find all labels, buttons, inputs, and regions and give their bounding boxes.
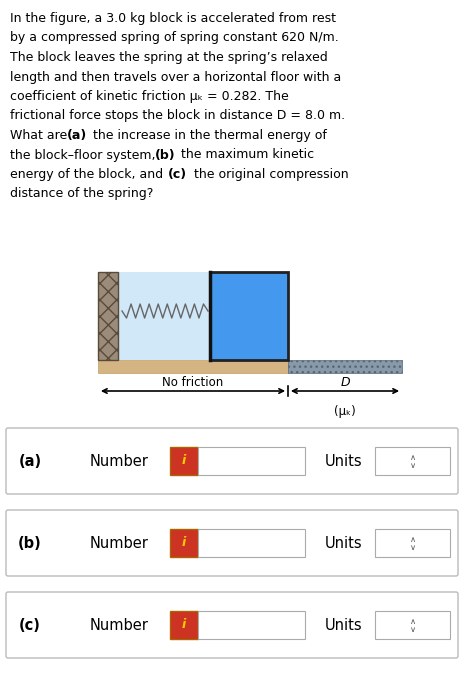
Bar	[198, 447, 305, 475]
Text: i: i	[182, 537, 186, 549]
Text: (c): (c)	[168, 168, 187, 181]
Bar	[375, 611, 450, 639]
Text: frictional force stops the block in distance D = 8.0 m.: frictional force stops the block in dist…	[10, 109, 345, 123]
Text: (b): (b)	[155, 148, 176, 162]
Text: the increase in the thermal energy of: the increase in the thermal energy of	[89, 129, 327, 142]
Text: ∨: ∨	[410, 460, 416, 470]
FancyBboxPatch shape	[6, 428, 458, 494]
Bar	[198, 611, 305, 639]
Text: ∧: ∧	[410, 617, 416, 627]
Text: ∨: ∨	[410, 625, 416, 634]
Bar	[170, 447, 198, 475]
Text: The block leaves the spring at the spring’s relaxed: The block leaves the spring at the sprin…	[10, 51, 328, 64]
Bar	[375, 447, 450, 475]
Text: the original compression: the original compression	[190, 168, 349, 181]
Text: Number: Number	[90, 454, 149, 468]
Text: the maximum kinetic: the maximum kinetic	[177, 148, 314, 162]
Bar	[118, 272, 210, 360]
Text: No friction: No friction	[163, 376, 224, 389]
Bar	[98, 360, 288, 373]
Text: by a compressed spring of spring constant 620 N/m.: by a compressed spring of spring constan…	[10, 32, 339, 44]
Text: Number: Number	[90, 536, 149, 551]
Text: i: i	[182, 619, 186, 632]
Text: Number: Number	[90, 617, 149, 632]
Text: length and then travels over a horizontal floor with a: length and then travels over a horizonta…	[10, 71, 341, 84]
Text: ∧: ∧	[410, 454, 416, 462]
Text: (a): (a)	[67, 129, 87, 142]
Text: i: i	[182, 454, 186, 468]
Bar	[98, 272, 118, 360]
Bar	[170, 611, 198, 639]
Text: (b): (b)	[18, 536, 42, 551]
Text: Units: Units	[325, 454, 362, 468]
Bar	[288, 360, 402, 373]
Text: (c): (c)	[19, 617, 41, 632]
FancyBboxPatch shape	[6, 592, 458, 658]
Text: distance of the spring?: distance of the spring?	[10, 187, 153, 200]
Text: the block–floor system,: the block–floor system,	[10, 148, 160, 162]
Text: energy of the block, and: energy of the block, and	[10, 168, 167, 181]
Text: ∧: ∧	[410, 536, 416, 545]
Text: Units: Units	[325, 536, 362, 551]
Text: (μₖ): (μₖ)	[334, 405, 356, 418]
FancyBboxPatch shape	[6, 510, 458, 576]
Bar	[210, 272, 288, 360]
Text: Units: Units	[325, 617, 362, 632]
Text: ∨: ∨	[410, 543, 416, 551]
Text: What are: What are	[10, 129, 71, 142]
Text: D: D	[340, 376, 350, 389]
Text: coefficient of kinetic friction μₖ = 0.282. The: coefficient of kinetic friction μₖ = 0.2…	[10, 90, 289, 103]
Bar	[198, 529, 305, 557]
Text: (a): (a)	[18, 454, 42, 468]
Text: In the figure, a 3.0 kg block is accelerated from rest: In the figure, a 3.0 kg block is acceler…	[10, 12, 336, 25]
Bar	[375, 529, 450, 557]
Bar	[170, 529, 198, 557]
